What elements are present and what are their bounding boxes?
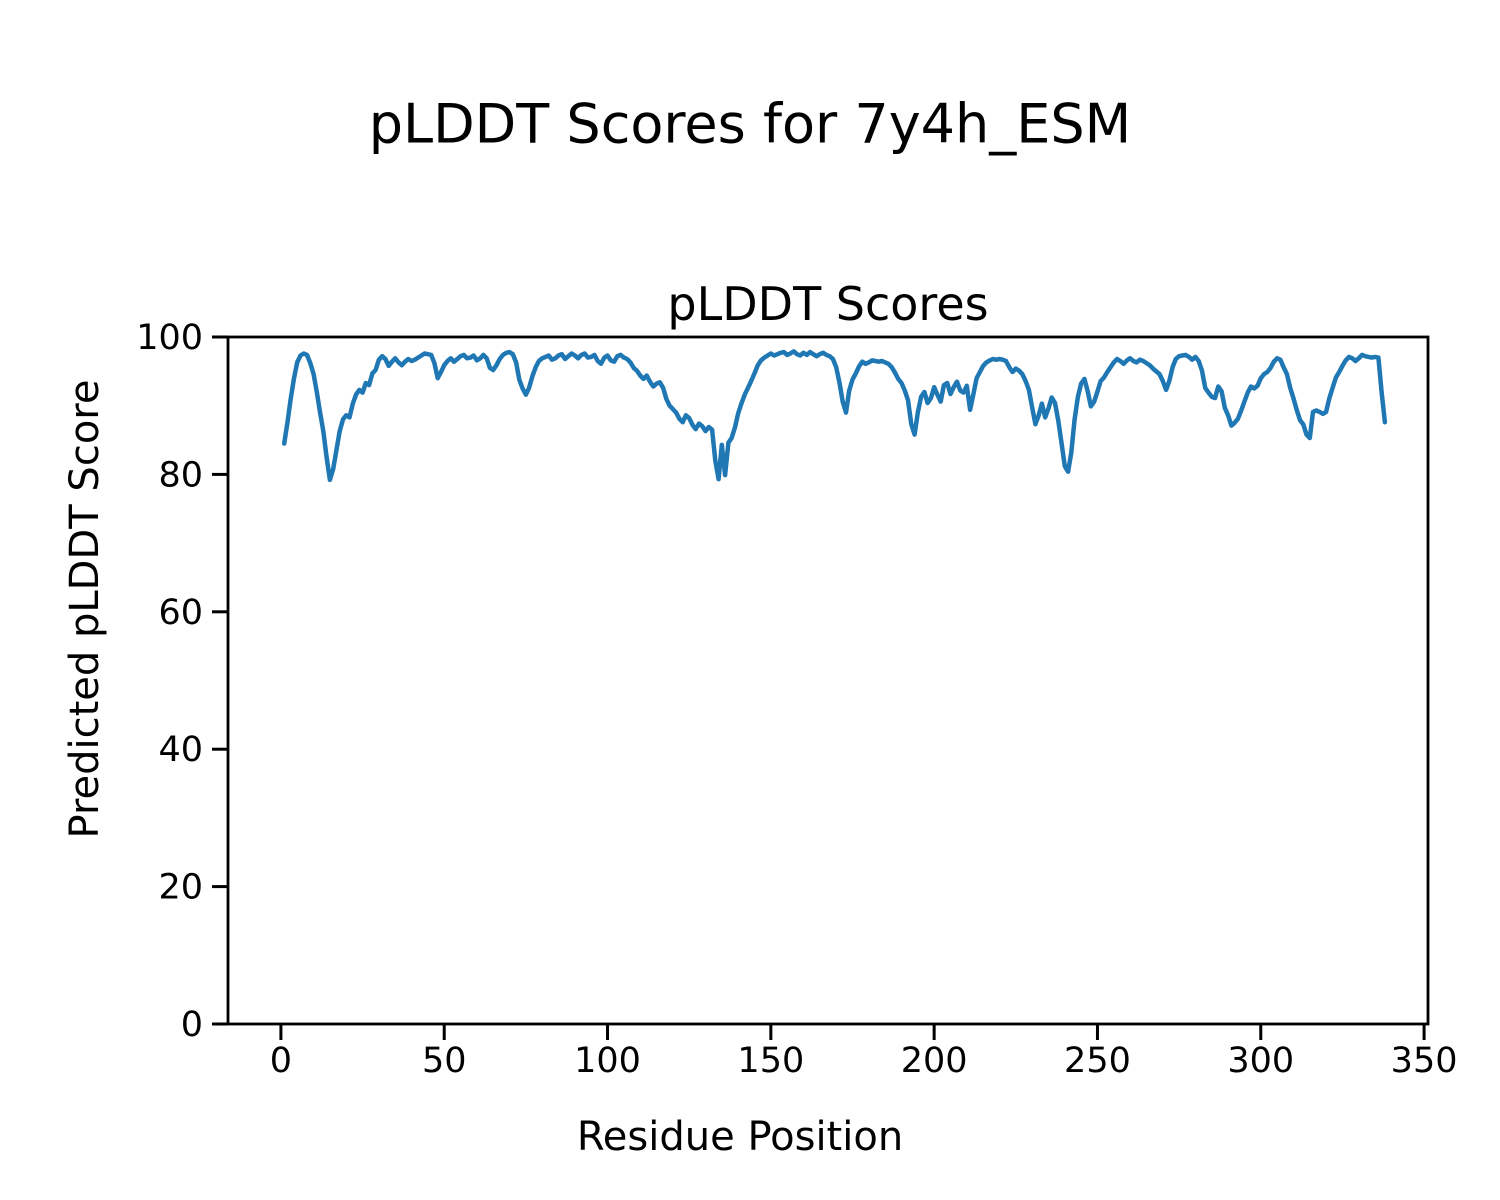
y-tick-label: 100 — [136, 318, 203, 358]
x-tick-label: 150 — [737, 1041, 804, 1081]
x-tick-label: 350 — [1391, 1041, 1458, 1081]
x-axis-label: Residue Position — [576, 1114, 904, 1160]
plddt-line — [281, 349, 1388, 483]
y-tick-label: 40 — [158, 730, 203, 770]
axes-spines — [226, 335, 1430, 1026]
y-tick-label: 60 — [158, 593, 203, 633]
x-tick-label: 250 — [1064, 1041, 1131, 1081]
figure-title: pLDDT Scores for 7y4h_ESM — [368, 92, 1132, 156]
y-axis-label: Predicted pLDDT Score — [62, 379, 108, 839]
x-tick-label: 200 — [901, 1041, 968, 1081]
x-tick-label: 300 — [1227, 1041, 1294, 1081]
y-tick-label: 0 — [181, 1005, 203, 1045]
axes-title: pLDDT Scores — [667, 277, 989, 331]
x-tick-label: 50 — [422, 1041, 467, 1081]
y-tick-label: 80 — [158, 455, 203, 495]
x-tick-label: 0 — [270, 1041, 292, 1081]
y-tick-label: 20 — [158, 868, 203, 908]
x-tick-label: 100 — [574, 1041, 641, 1081]
